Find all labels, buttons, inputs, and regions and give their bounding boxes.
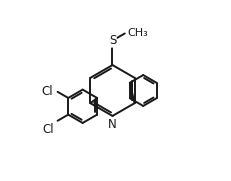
Text: N: N — [108, 118, 116, 131]
Text: Cl: Cl — [41, 85, 53, 98]
Text: Cl: Cl — [42, 123, 54, 136]
Text: S: S — [108, 34, 116, 47]
Text: CH₃: CH₃ — [127, 28, 148, 39]
